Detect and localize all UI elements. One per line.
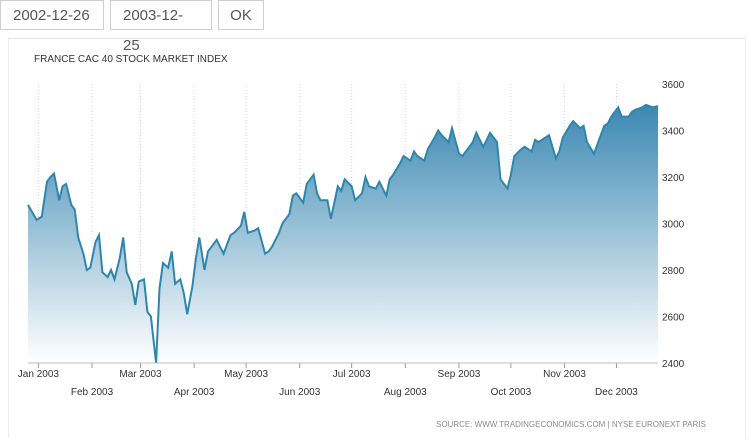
ok-button[interactable]: OK [218,0,264,30]
x-tick-label: Aug 2003 [384,387,427,398]
y-tick-label: 3600 [662,80,685,91]
x-tick-label: Jan 2003 [18,369,60,380]
date-range-toolbar: 2002-12-26 2003-12-25 OK [0,0,264,54]
y-tick-label: 2600 [662,313,685,324]
x-tick-label: Sep 2003 [438,369,481,380]
x-axis: Jan 2003 Feb 2003 Mar 2003 Apr 2003 May 2003… [18,362,658,398]
area-fill [28,104,658,364]
end-date-input[interactable]: 2003-12-25 [110,0,212,54]
source-text: SOURCE: WWW.TRADINGECONOMICS.COM | NYSE … [436,420,706,429]
x-tick-label: Mar 2003 [119,369,162,380]
y-tick-label: 3200 [662,173,685,184]
start-date-input[interactable]: 2002-12-26 [0,0,104,30]
series-line [27,103,659,364]
x-tick-label: Nov 2003 [543,369,586,380]
x-tick-label: Dec 2003 [595,387,638,398]
x-tick-label: Jun 2003 [279,387,321,398]
x-tick-label: Feb 2003 [71,387,114,398]
y-tick-label: 3400 [662,127,685,138]
chart-title: FRANCE CAC 40 STOCK MARKET INDEX [34,54,228,65]
x-tick-label: Jul 2003 [333,369,371,380]
y-tick-label: 2400 [662,359,685,370]
chart-panel [8,38,746,438]
x-tick-label: May 2003 [224,369,268,380]
y-tick-label: 3000 [662,220,685,231]
y-tick-label: 2800 [662,266,685,277]
x-tick-label: Apr 2003 [174,387,215,398]
y-axis: 2400 2600 2800 3000 3200 3400 3600 [662,80,685,370]
x-tick-label: Oct 2003 [491,387,532,398]
